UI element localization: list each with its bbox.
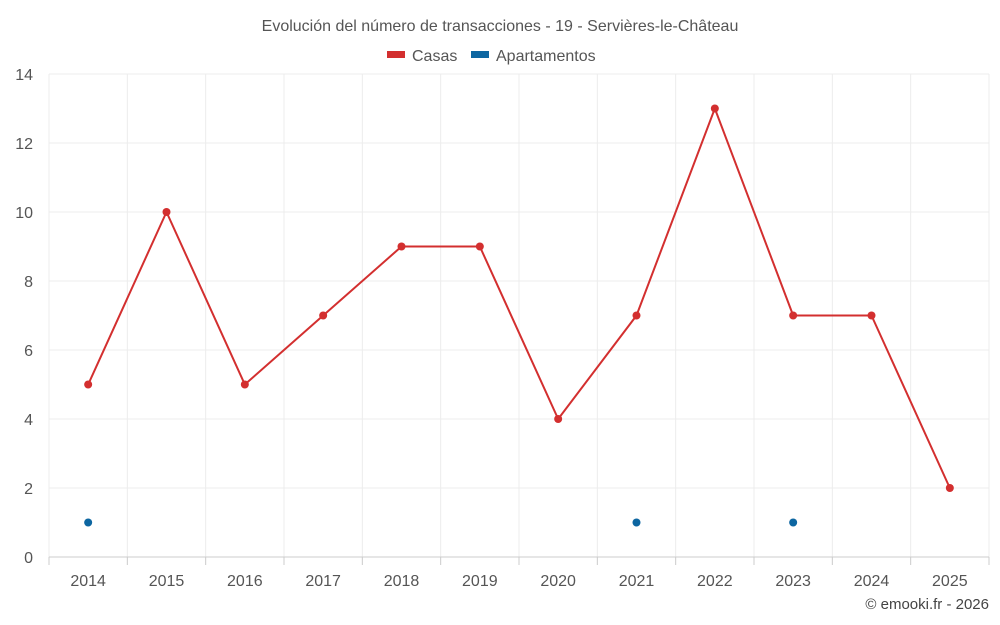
x-tick-label: 2023 (775, 573, 811, 590)
legend-swatch-apartamentos (471, 51, 489, 58)
legend-item-casas[interactable]: Casas (387, 48, 457, 65)
series-line-casas (87, 107, 951, 489)
y-tick-label: 6 (24, 343, 33, 360)
legend-item-apartamentos[interactable]: Apartamentos (471, 48, 596, 65)
data-point-casas[interactable] (789, 311, 798, 320)
legend-swatch-casas (387, 51, 405, 58)
data-point-casas[interactable] (710, 104, 719, 113)
data-point-casas[interactable] (84, 380, 93, 389)
data-point-casas[interactable] (632, 311, 641, 320)
x-tick-label: 2021 (619, 573, 655, 590)
y-tick-label: 2 (24, 481, 33, 498)
y-tick-label: 12 (15, 136, 33, 153)
y-tick-label: 14 (15, 67, 33, 84)
x-tick-label: 2019 (462, 573, 498, 590)
series (84, 104, 954, 527)
data-point-casas[interactable] (945, 484, 954, 492)
x-tick-label: 2024 (854, 573, 890, 590)
data-point-casas[interactable] (319, 311, 328, 320)
x-tick-label: 2025 (932, 573, 968, 590)
axes: 0 2 4 6 8 10 12 14 2014 2015 2016 2017 2018 2019 2020 2… (15, 67, 990, 590)
y-tick-label: 10 (15, 205, 33, 222)
x-tick-label: 2015 (149, 573, 185, 590)
y-tick-label: 8 (24, 274, 33, 291)
legend-label-apartamentos: Apartamentos (496, 48, 596, 65)
data-point-casas[interactable] (475, 242, 484, 251)
data-point-apartamentos[interactable] (84, 518, 93, 527)
y-tick-label: 0 (24, 550, 33, 567)
data-point-casas[interactable] (240, 380, 249, 389)
x-tick-label: 2017 (305, 573, 341, 590)
y-tick-label: 4 (24, 412, 33, 429)
data-point-apartamentos[interactable] (632, 518, 641, 527)
x-tick-label: 2016 (227, 573, 263, 590)
x-tick-label: 2020 (540, 573, 576, 590)
chart-title: Evolución del número de transacciones - … (262, 18, 739, 35)
legend: Casas Apartamentos (387, 48, 596, 65)
data-point-apartamentos[interactable] (789, 518, 798, 527)
credit-text: © emooki.fr - 2026 (865, 596, 989, 613)
data-point-casas[interactable] (554, 415, 563, 423)
x-tick-label: 2014 (70, 573, 106, 590)
x-tick-label: 2022 (697, 573, 733, 590)
data-point-casas[interactable] (867, 311, 876, 320)
x-tick-label: 2018 (384, 573, 420, 590)
data-point-casas[interactable] (397, 242, 406, 251)
data-point-casas[interactable] (162, 208, 171, 216)
legend-label-casas: Casas (412, 48, 457, 65)
